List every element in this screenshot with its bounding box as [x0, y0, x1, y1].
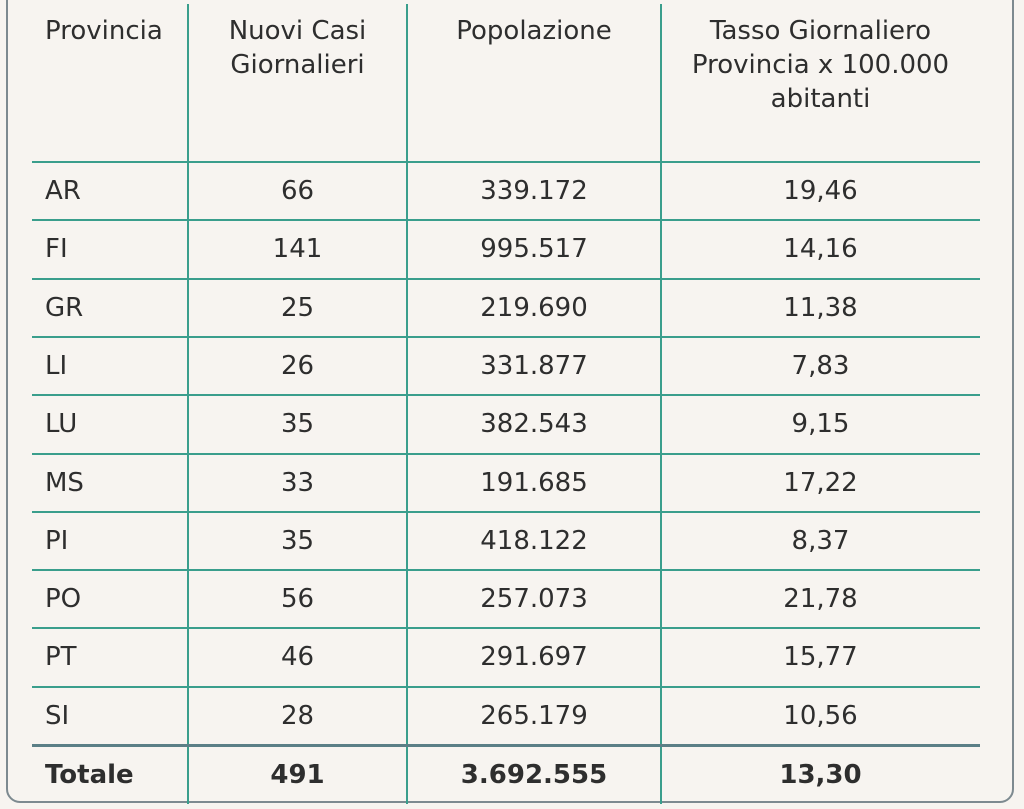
header-cell: Nuovi Casi Giornalieri [188, 14, 407, 82]
row-divider [32, 161, 980, 163]
cell: 257.073 [480, 584, 588, 615]
cell: 14,16 [783, 234, 858, 265]
cell: 56 [280, 584, 315, 615]
row-divider [32, 394, 980, 397]
header-cell: Popolazione [407, 14, 661, 48]
cell: 8,37 [791, 525, 850, 556]
cell: PO [45, 584, 82, 615]
cell: 19,46 [783, 176, 858, 206]
total-cell: 3.692.555 [460, 760, 608, 790]
frame [6, 0, 1014, 803]
row-divider [32, 510, 980, 513]
cell: 382.543 [480, 409, 588, 440]
row-divider [32, 627, 980, 630]
cell: LU [45, 409, 78, 440]
row-divider [32, 219, 980, 222]
cell: 26 [280, 350, 315, 381]
cell: FI [45, 234, 68, 265]
cell: PT [45, 642, 77, 673]
cell: 46 [280, 642, 315, 673]
total-cell: 491 [270, 760, 325, 790]
cell: 66 [280, 176, 315, 206]
cell: 219.690 [480, 292, 588, 323]
cell: 265.179 [480, 700, 588, 731]
cell: 10,56 [783, 700, 858, 731]
cell: GR [45, 292, 84, 323]
row-divider [32, 335, 980, 338]
cell: 191.685 [480, 467, 588, 498]
header-line: Giornalieri [230, 50, 365, 80]
cell: PI [45, 525, 69, 556]
cell: 17,22 [783, 467, 858, 498]
cell: SI [45, 700, 70, 731]
cell: MS [45, 467, 84, 498]
header-line: Provincia x 100.000 [691, 50, 950, 80]
row-divider [32, 744, 980, 747]
cell: 995.517 [480, 234, 588, 265]
header-line: abitanti [770, 84, 871, 114]
header-line: Nuovi Casi [228, 16, 367, 46]
row-divider [32, 569, 980, 572]
header-cell: Provincia [45, 14, 163, 48]
cell: 291.697 [480, 642, 588, 673]
cell: 418.122 [480, 525, 588, 556]
column-divider [187, 4, 189, 804]
header-line: Provincia [45, 16, 163, 46]
cell: 141 [272, 234, 323, 265]
column-divider [660, 4, 662, 804]
cell: 35 [280, 525, 315, 556]
cell: 11,38 [783, 292, 858, 323]
header-line: Tasso Giornaliero [709, 16, 932, 46]
cell: 9,15 [791, 409, 850, 440]
row-divider [32, 685, 980, 688]
header-cell: Tasso Giornaliero Provincia x 100.000 abit… [661, 14, 980, 116]
cell: 15,77 [783, 642, 858, 673]
total-cell: Totale [45, 760, 134, 790]
cell: 331.877 [480, 350, 588, 381]
cell: 21,78 [783, 584, 858, 615]
column-divider [406, 4, 408, 804]
cell: 35 [280, 409, 315, 440]
cell: 28 [280, 700, 315, 731]
row-divider [32, 452, 980, 455]
header-line: Popolazione [456, 16, 612, 46]
cell: 7,83 [791, 350, 850, 381]
row-divider [32, 277, 980, 280]
cell: LI [45, 350, 68, 381]
cell: 339.172 [480, 176, 588, 206]
total-cell: 13,30 [779, 760, 862, 790]
cell: 33 [280, 467, 315, 498]
cell: AR [45, 176, 81, 206]
cell: 25 [280, 292, 315, 323]
